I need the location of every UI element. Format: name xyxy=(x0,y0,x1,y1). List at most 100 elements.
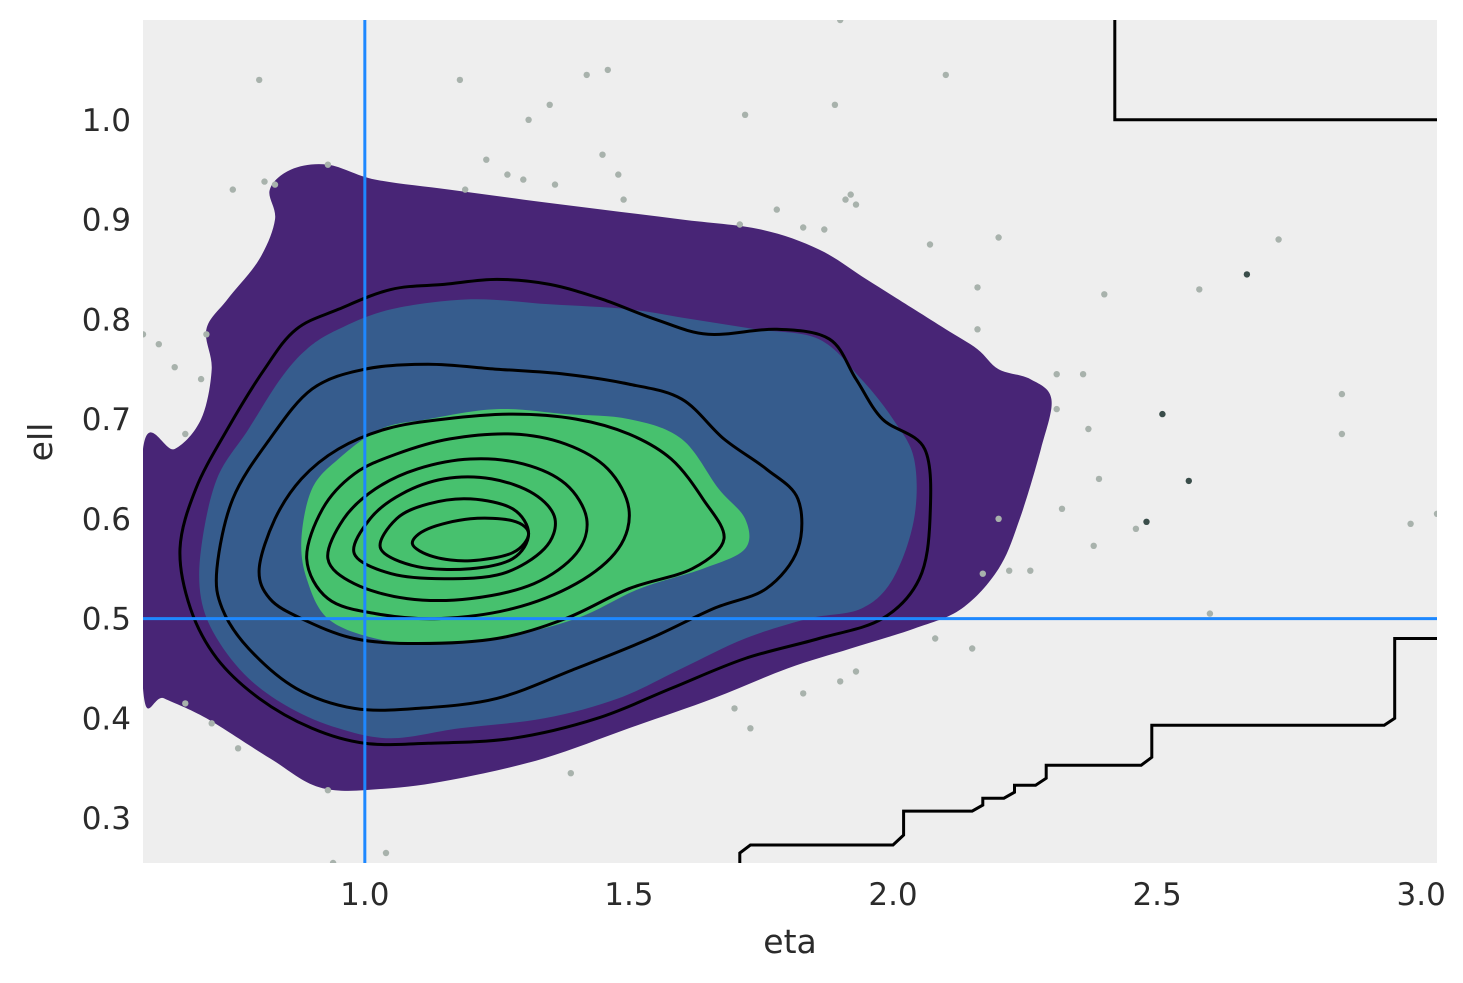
scatter-point xyxy=(979,570,986,577)
plot-area xyxy=(143,20,1437,863)
scatter-point xyxy=(182,700,189,707)
scatter-point xyxy=(852,668,860,675)
y-tick-label: 0.7 xyxy=(82,402,131,438)
scatter-point xyxy=(1027,567,1034,574)
scatter-point xyxy=(969,645,976,652)
scatter-point xyxy=(942,71,949,79)
scatter-point xyxy=(208,720,215,727)
x-tick-label: 1.5 xyxy=(604,877,653,913)
scatter-point xyxy=(1206,610,1214,617)
y-axis-label: ell xyxy=(21,423,60,462)
scatter-point xyxy=(831,101,839,109)
x-tick-label: 2.0 xyxy=(868,877,917,913)
scatter-point xyxy=(324,787,332,794)
scatter-point xyxy=(747,725,754,732)
scatter-point xyxy=(800,690,807,697)
scatter-point xyxy=(382,849,390,857)
scatter-point xyxy=(837,20,844,24)
sample-points-layer xyxy=(143,20,1437,863)
scatter-point xyxy=(1095,475,1103,483)
scatter-point xyxy=(1101,291,1108,298)
scatter-point xyxy=(1006,567,1013,574)
y-tick-label: 0.4 xyxy=(82,701,131,737)
scatter-point xyxy=(926,241,934,248)
x-axis-ticks: 1.0 1.5 2.0 2.5 3.0 xyxy=(340,877,1446,913)
scatter-point xyxy=(583,71,590,79)
scatter-point xyxy=(256,76,263,84)
scatter-point xyxy=(324,161,332,168)
x-axis-label: eta xyxy=(763,922,816,961)
y-axis-ticks: 0.3 0.4 0.5 0.6 0.7 0.8 0.9 1.0 xyxy=(82,103,131,837)
scatter-point xyxy=(1185,477,1193,485)
scatter-point xyxy=(271,181,279,188)
kde-contour-line-5 xyxy=(326,457,589,602)
scatter-point xyxy=(1085,425,1092,433)
scatter-point xyxy=(847,191,854,198)
scatter-point xyxy=(1079,371,1087,378)
scatter-point xyxy=(852,201,860,208)
y-tick-label: 0.9 xyxy=(82,203,131,239)
scatter-point xyxy=(234,745,242,752)
scatter-point xyxy=(1338,430,1346,438)
scatter-point xyxy=(462,186,469,193)
scatter-point xyxy=(143,331,147,338)
scatter-point xyxy=(821,226,828,233)
scatter-point xyxy=(171,364,178,371)
scatter-point xyxy=(620,196,627,203)
kde-contour-line-3 xyxy=(257,412,726,646)
scatter-point xyxy=(1058,505,1066,512)
scatter-point xyxy=(741,111,749,119)
scatter-point xyxy=(203,331,210,338)
scatter-point xyxy=(736,221,743,228)
scatter-point xyxy=(932,635,939,642)
scatter-point xyxy=(1407,520,1414,527)
reference-lines-layer xyxy=(143,20,1437,863)
scatter-point xyxy=(1143,518,1150,525)
scatter-point xyxy=(842,196,849,203)
scatter-point xyxy=(1338,390,1346,398)
scatter-point xyxy=(483,156,490,163)
scatter-point xyxy=(229,186,236,193)
scatter-point xyxy=(615,171,622,178)
scatter-point xyxy=(551,181,559,188)
scatter-point xyxy=(1433,510,1437,517)
scatter-point xyxy=(1275,236,1282,243)
x-tick-label: 2.5 xyxy=(1132,877,1181,913)
scatter-point xyxy=(995,515,1002,522)
x-tick-label: 1.0 xyxy=(340,877,389,913)
scatter-point xyxy=(182,430,189,438)
scatter-point xyxy=(974,284,981,291)
scatter-point xyxy=(1090,542,1097,549)
scatter-point xyxy=(1159,410,1166,418)
scatter-point xyxy=(995,234,1002,241)
scatter-point xyxy=(261,178,268,185)
y-tick-label: 0.6 xyxy=(82,502,131,538)
scatter-point xyxy=(155,341,162,348)
step-line-1 xyxy=(1113,20,1437,122)
scatter-point xyxy=(520,176,527,183)
scatter-point xyxy=(329,859,337,863)
scatter-point xyxy=(731,705,738,712)
y-tick-label: 0.5 xyxy=(82,602,131,638)
scatter-point xyxy=(800,224,807,231)
scatter-point xyxy=(567,770,574,777)
scatter-point xyxy=(525,116,532,124)
y-tick-label: 0.3 xyxy=(82,801,131,837)
scatter-point xyxy=(773,206,780,213)
y-tick-label: 0.8 xyxy=(82,302,131,338)
scatter-point xyxy=(1196,286,1203,293)
kde-contour-line-8 xyxy=(410,516,531,563)
scatter-point xyxy=(599,151,606,158)
kde-contour-line-1 xyxy=(178,277,933,747)
y-tick-label: 1.0 xyxy=(82,103,131,139)
step-lines-layer xyxy=(738,20,1437,863)
scatter-point xyxy=(1132,525,1140,532)
scatter-point xyxy=(1053,371,1060,378)
kde-fill-layer xyxy=(143,164,1052,791)
kde-contour-line-7 xyxy=(378,497,531,572)
step-line-2 xyxy=(738,637,1437,863)
scatter-point xyxy=(546,101,553,109)
scatter-point xyxy=(1243,271,1251,278)
scatter-point xyxy=(456,76,464,84)
